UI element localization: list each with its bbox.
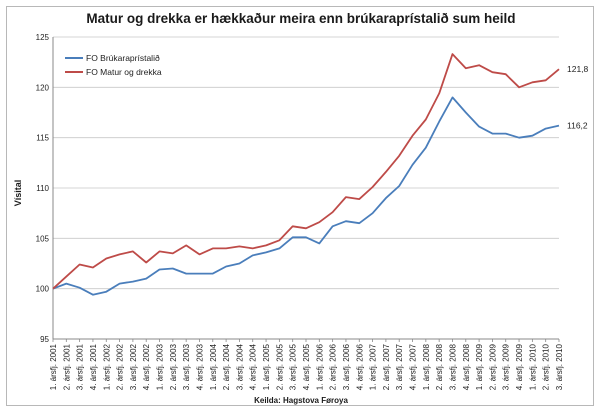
x-tick-label: 3. ársfj. 2003 bbox=[182, 343, 191, 390]
x-tick-label: 3. ársfj. 2005 bbox=[289, 343, 298, 390]
y-tick-label: 125 bbox=[36, 33, 50, 42]
x-tick-label: 2. ársfj. 2008 bbox=[435, 343, 444, 390]
x-tick-label: 1. ársfj. 2010 bbox=[528, 343, 537, 390]
x-tick-label: 3. ársfj. 2004 bbox=[235, 343, 244, 390]
x-tick-label: 4. ársfj. 2003 bbox=[195, 343, 204, 390]
x-tick-label: 4. ársfj. 2007 bbox=[409, 343, 418, 390]
chart-title: Matur og drekka er hækkaður meira enn br… bbox=[86, 11, 515, 26]
x-axis-label: Keilda: Hagstova Føroya bbox=[254, 396, 348, 405]
x-tick-label: 1. ársfj. 2008 bbox=[422, 343, 431, 390]
x-tick-label: 2. ársfj. 2009 bbox=[488, 343, 497, 390]
x-tick-label: 3. ársfj. 2008 bbox=[448, 343, 457, 390]
series-line-1 bbox=[52, 53, 560, 290]
x-tick-label: 1. ársfj. 2004 bbox=[209, 343, 218, 390]
x-tick-labels: 1. ársfj. 2001 2. ársfj. 2001 3. ársfj. 20… bbox=[49, 343, 564, 390]
x-tick-label: 1. ársfj. 2006 bbox=[315, 343, 324, 390]
x-tick-label: 1. ársfj. 2007 bbox=[369, 343, 378, 390]
line-chart: Matur og drekka er hækkaður meira enn br… bbox=[13, 11, 589, 405]
x-tick-label: 4. ársfj. 2005 bbox=[302, 343, 311, 390]
x-tick-label: 1. ársfj. 2002 bbox=[102, 343, 111, 390]
x-tick-label: 3. ársfj. 2007 bbox=[395, 343, 404, 390]
y-tick-labels: 95 100 105 110 115 120 125 bbox=[36, 33, 50, 344]
y-tick-label: 110 bbox=[36, 184, 49, 193]
axes bbox=[52, 37, 560, 342]
x-tick-label: 2. ársfj. 2003 bbox=[169, 343, 178, 390]
x-tick-label: 3. ársfj. 2001 bbox=[76, 343, 85, 390]
end-labels: 116,2 121,8 bbox=[567, 64, 589, 130]
x-tick-label: 4. ársfj. 2008 bbox=[462, 343, 471, 390]
x-tick-label: 1. ársfj. 2001 bbox=[49, 343, 58, 390]
y-tick-label: 100 bbox=[36, 285, 50, 294]
x-tick-label: 3. ársfj. 2006 bbox=[342, 343, 351, 390]
x-tick-label: 4. ársfj. 2006 bbox=[355, 343, 364, 390]
y-axis-label: Vísital bbox=[13, 180, 23, 207]
legend: FO Brúkaraprístalið FO Matur og drekka bbox=[65, 53, 162, 77]
x-tick-label: 2. ársfj. 2006 bbox=[329, 343, 338, 390]
end-label-0: 116,2 bbox=[567, 121, 588, 131]
x-tick-label: 2. ársfj. 2001 bbox=[62, 343, 71, 390]
chart-frame: Matur og drekka er hækkaður meira enn br… bbox=[6, 6, 594, 406]
x-tick-label: 4. ársfj. 2004 bbox=[249, 343, 258, 390]
gridlines bbox=[53, 36, 559, 340]
x-tick-label: 1. ársfj. 2009 bbox=[475, 343, 484, 390]
series-lines bbox=[52, 53, 560, 296]
x-tick-label: 3. ársfj. 2009 bbox=[502, 343, 511, 390]
x-tick-label: 2. ársfj. 2002 bbox=[116, 343, 125, 390]
x-tick-label: 4. ársfj. 2001 bbox=[89, 343, 98, 390]
y-tick-label: 95 bbox=[40, 335, 49, 344]
x-tick-label: 2. ársfj. 2004 bbox=[222, 343, 231, 390]
x-tick-label: 2. ársfj. 2010 bbox=[542, 343, 551, 390]
series-line-0 bbox=[52, 96, 560, 296]
legend-label-1: FO Matur og drekka bbox=[86, 67, 162, 77]
y-tick-label: 115 bbox=[36, 134, 49, 143]
x-tick-label: 4. ársfj. 2002 bbox=[142, 343, 151, 390]
x-tick-label: 1. ársfj. 2003 bbox=[156, 343, 165, 390]
legend-label-0: FO Brúkaraprístalið bbox=[86, 53, 160, 63]
x-tick-label: 2. ársfj. 2007 bbox=[382, 343, 391, 390]
x-tick-label: 1. ársfj. 2005 bbox=[262, 343, 271, 390]
y-tick-label: 120 bbox=[36, 83, 50, 92]
x-tick-label: 2. ársfj. 2005 bbox=[275, 343, 284, 390]
end-label-1: 121,8 bbox=[567, 64, 589, 74]
x-tick-label: 3. ársfj. 2002 bbox=[129, 343, 138, 390]
x-tick-label: 4. ársfj. 2009 bbox=[515, 343, 524, 390]
y-tick-label: 105 bbox=[36, 234, 50, 243]
x-tick-label: 3. ársfj. 2010 bbox=[555, 343, 564, 390]
